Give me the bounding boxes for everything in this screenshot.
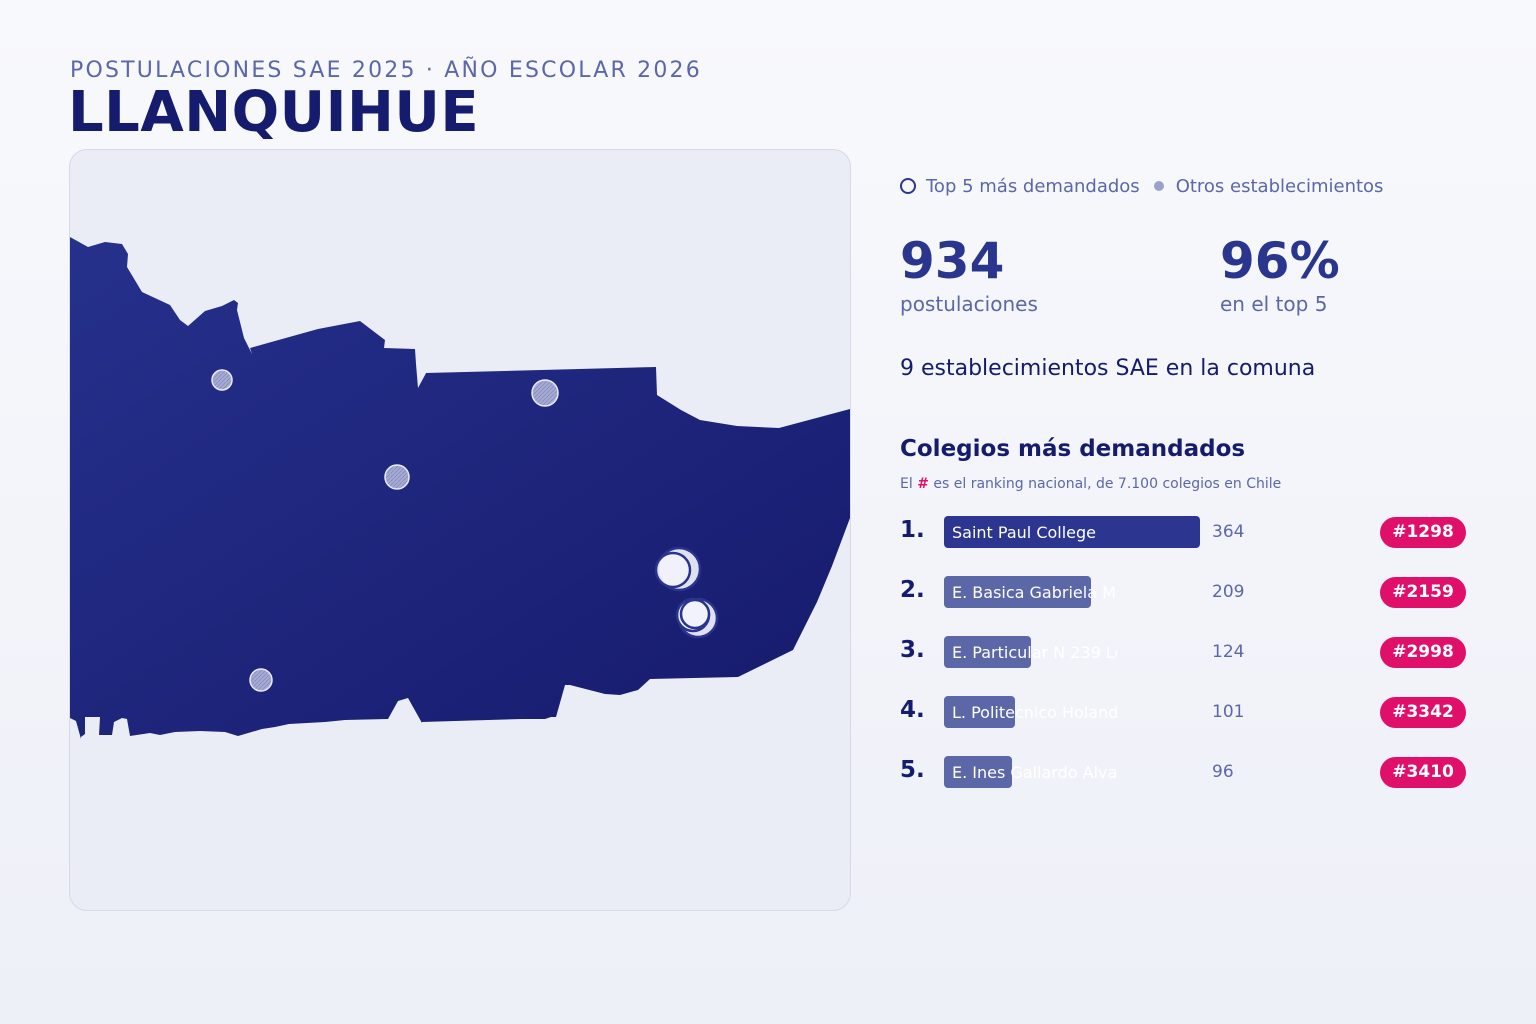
school-name: E. Basica Gabriela Mis: [952, 583, 1117, 602]
school-name: E. Ines Gallardo Alvar: [952, 763, 1117, 782]
national-rank-badge: #3410: [1380, 757, 1466, 788]
applications-label: postulaciones: [900, 292, 1038, 316]
national-rank-badge: #2159: [1380, 577, 1466, 608]
commune-polygon: [70, 237, 850, 739]
rank-number: 1.: [900, 517, 925, 543]
top5-share-label: en el top 5: [1220, 292, 1328, 316]
applications-count: 209: [1212, 582, 1245, 602]
applications-count: 96: [1212, 762, 1234, 782]
ranking-title: Colegios más demandados: [900, 436, 1246, 462]
commune-map[interactable]: [69, 149, 851, 911]
rank-number: 5.: [900, 757, 925, 783]
top5-school-marker[interactable]: [679, 598, 711, 630]
commune-map-svg: [70, 237, 850, 739]
top5-share-value: 96%: [1220, 232, 1340, 290]
applications-count: 124: [1212, 642, 1245, 662]
legend-others-label: Otros establecimientos: [1175, 175, 1384, 197]
applications-count: 101: [1212, 702, 1245, 722]
demand-bar: [944, 756, 1012, 788]
national-rank-badge: #3342: [1380, 697, 1466, 728]
demand-bar: [944, 696, 1015, 728]
school-name: Saint Paul College: [952, 523, 1097, 542]
commune-title: LLANQUIHUE: [68, 80, 480, 145]
other-school-marker[interactable]: [211, 369, 233, 391]
establishments-count: 9 establecimientos SAE en la comuna: [900, 356, 1316, 381]
other-school-marker[interactable]: [249, 668, 273, 692]
other-school-marker[interactable]: [384, 464, 410, 490]
ranking-note-suffix: es el ranking nacional, de 7.100 colegio…: [933, 476, 1282, 492]
top5-ring-icon: [900, 178, 916, 194]
demand-bar: [944, 516, 1200, 548]
top5-school-marker[interactable]: [654, 551, 692, 589]
map-supertitle: POSTULACIONES SAE 2025 · AÑO ESCOLAR 202…: [70, 58, 702, 83]
rank-number: 2.: [900, 577, 925, 603]
rank-number: 3.: [900, 637, 925, 663]
demand-bar: [944, 636, 1031, 668]
ranking-note-hash: #: [917, 476, 929, 492]
ranking-note-prefix: El: [900, 476, 913, 492]
ranking-row[interactable]: 2. E. Basica Gabriela Mis 209 #2159: [900, 576, 1466, 608]
ranking-row[interactable]: 4. L. Politecnico Holanda 101 #3342: [900, 696, 1466, 728]
school-name: E. Particular N 239 Lo: [952, 643, 1117, 662]
map-legend: Top 5 más demandados Otros establecimien…: [900, 173, 1383, 199]
applications-value: 934: [900, 232, 1005, 290]
ranking-row[interactable]: 3. E. Particular N 239 Lo 124 #2998: [900, 636, 1466, 668]
national-rank-badge: #2998: [1380, 637, 1466, 668]
rank-number: 4.: [900, 697, 925, 723]
ranking-note: El # es el ranking nacional, de 7.100 co…: [900, 476, 1281, 492]
national-rank-badge: #1298: [1380, 517, 1466, 548]
applications-count: 364: [1212, 522, 1245, 542]
other-school-marker[interactable]: [531, 379, 559, 407]
demand-bar: [944, 576, 1091, 608]
ranking-row[interactable]: 5. E. Ines Gallardo Alvar 96 #3410: [900, 756, 1466, 788]
school-name: L. Politecnico Holanda: [952, 703, 1117, 722]
other-dot-icon: [1153, 181, 1164, 191]
legend-top5-label: Top 5 más demandados: [926, 175, 1140, 197]
ranking-row[interactable]: 1. Saint Paul College 364 #1298: [900, 516, 1466, 548]
